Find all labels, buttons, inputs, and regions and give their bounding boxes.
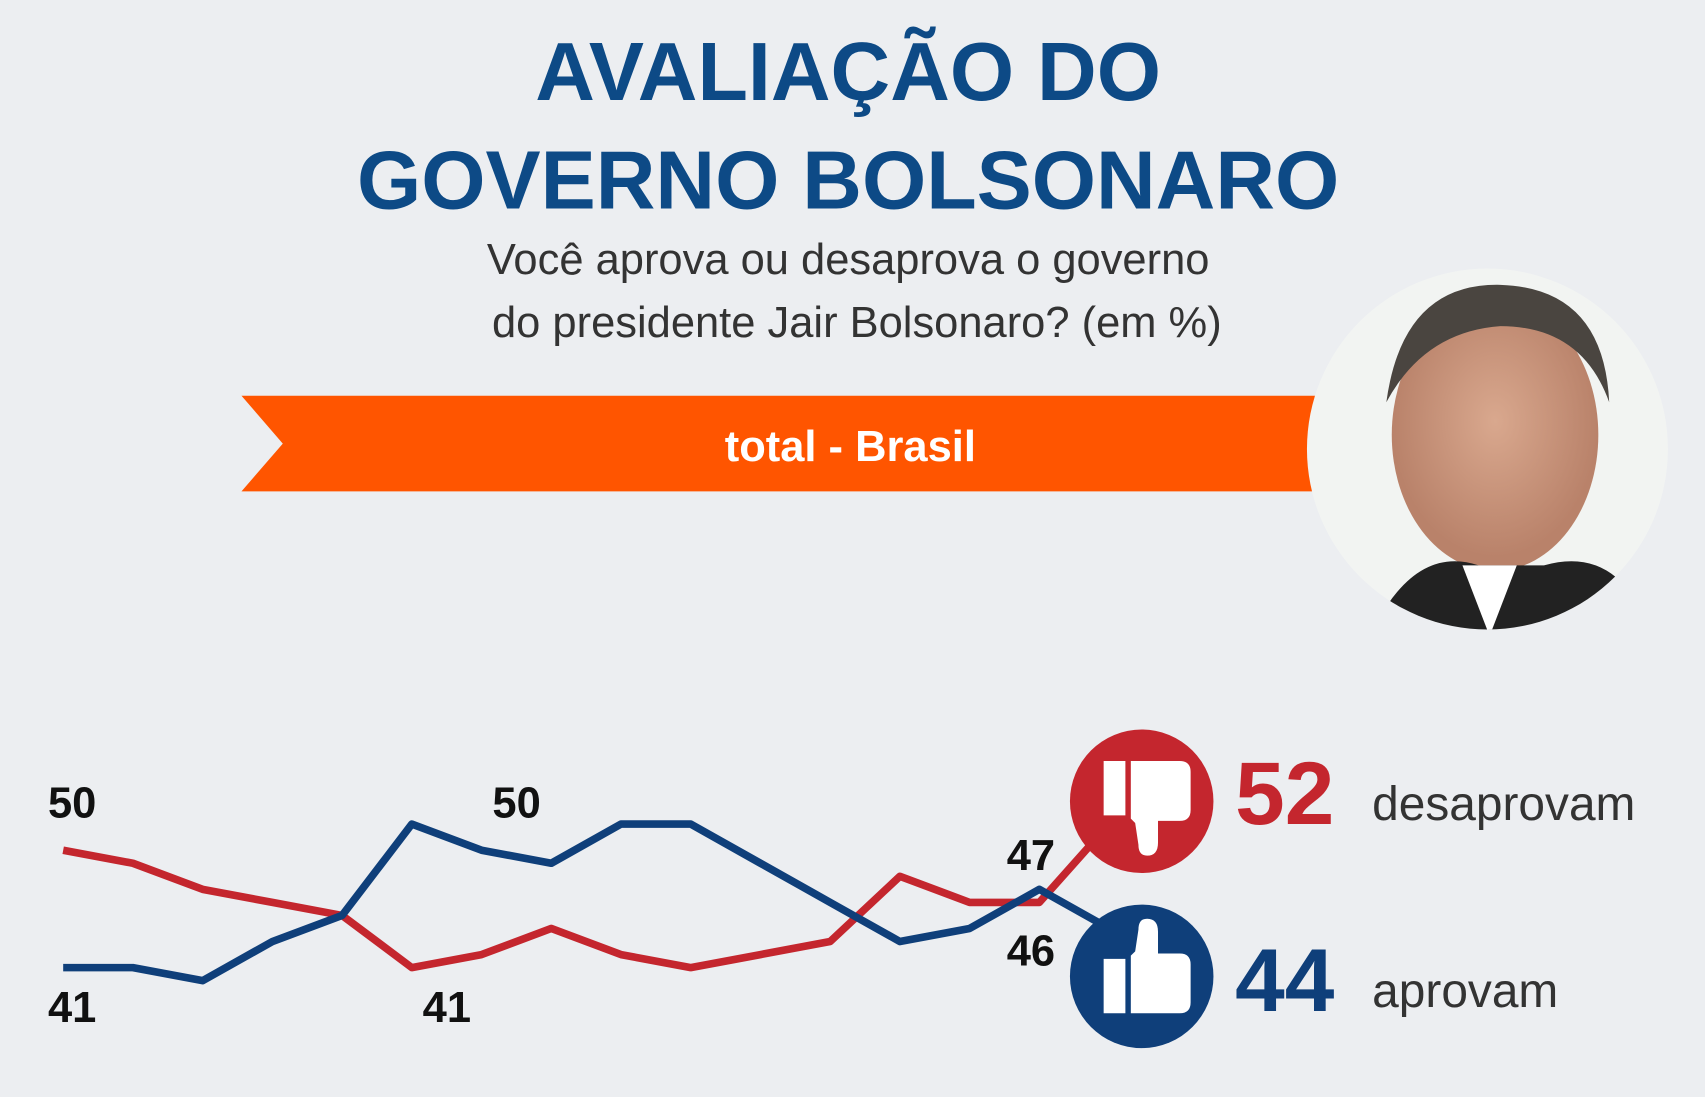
data-label: 47 xyxy=(1007,832,1055,880)
line-aprovam xyxy=(63,820,1111,985)
title-line: GOVERNO BOLSONARO xyxy=(357,134,1339,227)
data-label: 41 xyxy=(48,984,96,1032)
banner xyxy=(241,395,1338,492)
photo xyxy=(1306,268,1668,630)
data-label: 50 xyxy=(48,780,96,828)
final-value: 52 xyxy=(1235,743,1334,843)
thumbs-up xyxy=(1103,918,1191,1014)
data-label: 41 xyxy=(423,984,471,1032)
title-line: AVALIAÇÃO DO xyxy=(535,25,1161,118)
legend-name: aprovam xyxy=(1372,965,1558,1018)
subtitle-line: do presidente Jair Bolsonaro? (em %) xyxy=(492,299,1222,347)
data-label: 50 xyxy=(492,780,540,828)
final-value: 44 xyxy=(1235,930,1335,1030)
banner-text: total - Brasil xyxy=(725,423,976,471)
data-label: 46 xyxy=(1007,927,1055,975)
thumbs-down xyxy=(1103,761,1191,856)
subtitle-line: Você aprova ou desaprova o governo xyxy=(487,236,1210,284)
legend-name: desaprovam xyxy=(1372,778,1635,831)
line-desaprovam xyxy=(62,821,1112,972)
